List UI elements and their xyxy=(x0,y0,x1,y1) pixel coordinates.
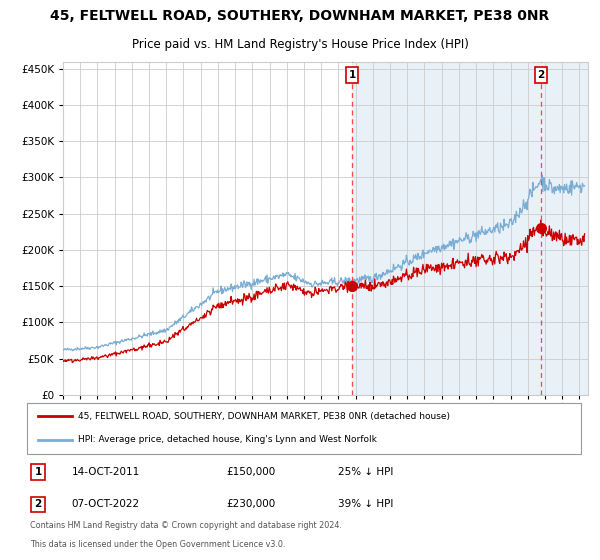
Text: £230,000: £230,000 xyxy=(226,500,275,510)
Text: Contains HM Land Registry data © Crown copyright and database right 2024.: Contains HM Land Registry data © Crown c… xyxy=(29,521,341,530)
Text: 1: 1 xyxy=(349,70,356,80)
Text: 1: 1 xyxy=(34,467,41,477)
Text: 25% ↓ HPI: 25% ↓ HPI xyxy=(338,467,394,477)
FancyBboxPatch shape xyxy=(27,403,581,454)
Text: 45, FELTWELL ROAD, SOUTHERY, DOWNHAM MARKET, PE38 0NR (detached house): 45, FELTWELL ROAD, SOUTHERY, DOWNHAM MAR… xyxy=(79,412,451,421)
Text: 2: 2 xyxy=(538,70,545,80)
Text: 2: 2 xyxy=(34,500,41,510)
Text: HPI: Average price, detached house, King's Lynn and West Norfolk: HPI: Average price, detached house, King… xyxy=(79,435,377,444)
Text: 45, FELTWELL ROAD, SOUTHERY, DOWNHAM MARKET, PE38 0NR: 45, FELTWELL ROAD, SOUTHERY, DOWNHAM MAR… xyxy=(50,9,550,23)
Text: 14-OCT-2011: 14-OCT-2011 xyxy=(71,467,140,477)
Text: £150,000: £150,000 xyxy=(226,467,275,477)
Bar xyxy=(352,62,600,395)
Text: This data is licensed under the Open Government Licence v3.0.: This data is licensed under the Open Gov… xyxy=(29,540,285,549)
Text: 39% ↓ HPI: 39% ↓ HPI xyxy=(338,500,394,510)
Text: 07-OCT-2022: 07-OCT-2022 xyxy=(71,500,140,510)
Text: Price paid vs. HM Land Registry's House Price Index (HPI): Price paid vs. HM Land Registry's House … xyxy=(131,38,469,51)
